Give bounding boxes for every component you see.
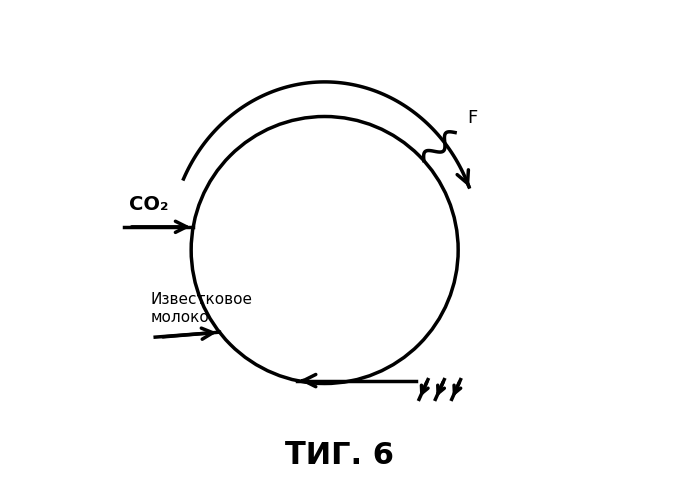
Text: Известковое
молоко: Известковое молоко xyxy=(150,292,252,325)
Text: F: F xyxy=(467,108,478,126)
Text: ΤИГ. 6: ΤИГ. 6 xyxy=(285,441,394,470)
Text: CO₂: CO₂ xyxy=(129,196,168,214)
